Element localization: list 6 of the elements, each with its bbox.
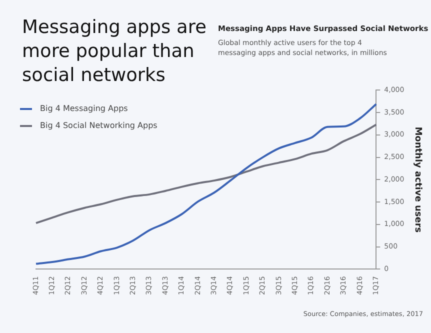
line-series [35, 124, 378, 224]
chart-title: Messaging apps are more popular than social networks [22, 16, 208, 88]
legend-label: Big 4 Messaging Apps [40, 104, 128, 113]
y-axis-title: Monthly active users [412, 126, 422, 233]
legend-label: Big 4 Social Networking Apps [40, 121, 158, 130]
line-series [35, 103, 378, 265]
